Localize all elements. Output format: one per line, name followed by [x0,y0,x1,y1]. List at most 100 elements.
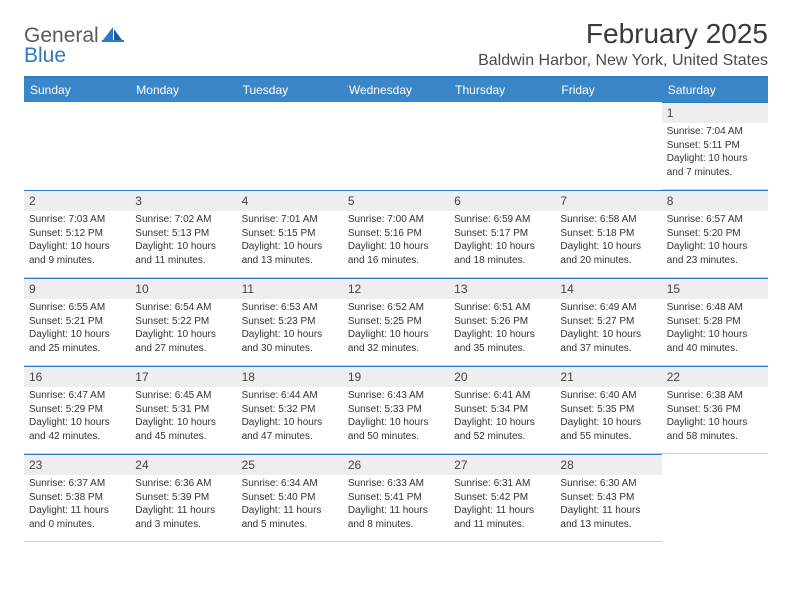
weekday-sun: Sunday [24,78,130,102]
month-title: February 2025 [478,18,768,50]
daylight-text: Daylight: 10 hours and 20 minutes. [560,240,656,267]
sunrise-text: Sunrise: 6:52 AM [348,301,444,315]
calendar-cell: 14Sunrise: 6:49 AMSunset: 5:27 PMDayligh… [555,278,661,366]
calendar-cell-empty [343,102,449,190]
calendar-cell: 17Sunrise: 6:45 AMSunset: 5:31 PMDayligh… [130,366,236,454]
day-number: 20 [449,366,555,387]
sunset-text: Sunset: 5:11 PM [667,139,763,153]
sunrise-text: Sunrise: 6:44 AM [242,389,338,403]
sunset-text: Sunset: 5:23 PM [242,315,338,329]
sunrise-text: Sunrise: 6:59 AM [454,213,550,227]
daylight-text: Daylight: 10 hours and 35 minutes. [454,328,550,355]
daylight-text: Daylight: 10 hours and 23 minutes. [667,240,763,267]
sunset-text: Sunset: 5:42 PM [454,491,550,505]
sunrise-text: Sunrise: 6:40 AM [560,389,656,403]
sunrise-text: Sunrise: 6:47 AM [29,389,125,403]
day-details: Sunrise: 6:41 AMSunset: 5:34 PMDaylight:… [449,387,555,447]
sunset-text: Sunset: 5:33 PM [348,403,444,417]
day-details: Sunrise: 6:54 AMSunset: 5:22 PMDaylight:… [130,299,236,359]
day-details: Sunrise: 6:58 AMSunset: 5:18 PMDaylight:… [555,211,661,271]
day-number: 27 [449,454,555,475]
logo-sail-icon [102,25,124,48]
sunset-text: Sunset: 5:18 PM [560,227,656,241]
sunrise-text: Sunrise: 6:31 AM [454,477,550,491]
sunrise-text: Sunrise: 6:37 AM [29,477,125,491]
calendar-cell: 23Sunrise: 6:37 AMSunset: 5:38 PMDayligh… [24,454,130,542]
day-number: 13 [449,278,555,299]
header: General February 2025 Baldwin Harbor, Ne… [24,18,768,70]
sunset-text: Sunset: 5:38 PM [29,491,125,505]
sunrise-text: Sunrise: 6:41 AM [454,389,550,403]
sunset-text: Sunset: 5:28 PM [667,315,763,329]
calendar-page: General February 2025 Baldwin Harbor, Ne… [0,0,792,542]
daylight-text: Daylight: 10 hours and 37 minutes. [560,328,656,355]
day-details: Sunrise: 6:37 AMSunset: 5:38 PMDaylight:… [24,475,130,535]
day-details: Sunrise: 7:04 AMSunset: 5:11 PMDaylight:… [662,123,768,183]
calendar-cell: 9Sunrise: 6:55 AMSunset: 5:21 PMDaylight… [24,278,130,366]
calendar-cell: 6Sunrise: 6:59 AMSunset: 5:17 PMDaylight… [449,190,555,278]
day-details: Sunrise: 7:03 AMSunset: 5:12 PMDaylight:… [24,211,130,271]
logo-text-blue: Blue [24,44,66,67]
daylight-text: Daylight: 10 hours and 45 minutes. [135,416,231,443]
sunrise-text: Sunrise: 6:53 AM [242,301,338,315]
sunrise-text: Sunrise: 7:04 AM [667,125,763,139]
day-number: 21 [555,366,661,387]
day-details: Sunrise: 6:44 AMSunset: 5:32 PMDaylight:… [237,387,343,447]
sunset-text: Sunset: 5:20 PM [667,227,763,241]
sunset-text: Sunset: 5:43 PM [560,491,656,505]
sunset-text: Sunset: 5:36 PM [667,403,763,417]
daylight-text: Daylight: 10 hours and 58 minutes. [667,416,763,443]
day-details: Sunrise: 6:49 AMSunset: 5:27 PMDaylight:… [555,299,661,359]
sunset-text: Sunset: 5:26 PM [454,315,550,329]
sunset-text: Sunset: 5:21 PM [29,315,125,329]
daylight-text: Daylight: 11 hours and 11 minutes. [454,504,550,531]
day-number: 28 [555,454,661,475]
weekday-tue: Tuesday [237,78,343,102]
day-details: Sunrise: 6:38 AMSunset: 5:36 PMDaylight:… [662,387,768,447]
calendar-cell: 7Sunrise: 6:58 AMSunset: 5:18 PMDaylight… [555,190,661,278]
calendar-cell: 10Sunrise: 6:54 AMSunset: 5:22 PMDayligh… [130,278,236,366]
day-number: 7 [555,190,661,211]
day-details: Sunrise: 6:45 AMSunset: 5:31 PMDaylight:… [130,387,236,447]
day-number: 4 [237,190,343,211]
sunset-text: Sunset: 5:17 PM [454,227,550,241]
weekday-header-row: Sunday Monday Tuesday Wednesday Thursday… [24,78,768,102]
day-details: Sunrise: 6:47 AMSunset: 5:29 PMDaylight:… [24,387,130,447]
daylight-text: Daylight: 11 hours and 3 minutes. [135,504,231,531]
calendar-cell: 13Sunrise: 6:51 AMSunset: 5:26 PMDayligh… [449,278,555,366]
sunset-text: Sunset: 5:29 PM [29,403,125,417]
day-number: 10 [130,278,236,299]
sunrise-text: Sunrise: 6:49 AM [560,301,656,315]
calendar-cell-empty [130,102,236,190]
day-details: Sunrise: 6:34 AMSunset: 5:40 PMDaylight:… [237,475,343,535]
day-number: 16 [24,366,130,387]
day-details: Sunrise: 6:40 AMSunset: 5:35 PMDaylight:… [555,387,661,447]
daylight-text: Daylight: 10 hours and 55 minutes. [560,416,656,443]
day-number: 26 [343,454,449,475]
sunset-text: Sunset: 5:25 PM [348,315,444,329]
calendar-cell: 27 Sunrise: 6:31 AMSunset: 5:42 PMDayligh… [449,454,555,542]
weekday-thu: Thursday [449,78,555,102]
sunrise-text: Sunrise: 6:57 AM [667,213,763,227]
day-details: Sunrise: 6:55 AMSunset: 5:21 PMDaylight:… [24,299,130,359]
sunset-text: Sunset: 5:32 PM [242,403,338,417]
calendar-cell: 21Sunrise: 6:40 AMSunset: 5:35 PMDayligh… [555,366,661,454]
daylight-text: Daylight: 10 hours and 27 minutes. [135,328,231,355]
day-number: 14 [555,278,661,299]
calendar-cell-empty [555,102,661,190]
daylight-text: Daylight: 11 hours and 5 minutes. [242,504,338,531]
day-number: 25 [237,454,343,475]
weekday-fri: Friday [555,78,661,102]
daylight-text: Daylight: 10 hours and 25 minutes. [29,328,125,355]
calendar-cell: 1Sunrise: 7:04 AMSunset: 5:11 PMDaylight… [662,102,768,190]
day-number: 22 [662,366,768,387]
sunset-text: Sunset: 5:13 PM [135,227,231,241]
day-number: 18 [237,366,343,387]
sunrise-text: Sunrise: 7:02 AM [135,213,231,227]
sunrise-text: Sunrise: 6:38 AM [667,389,763,403]
calendar-cell: 18Sunrise: 6:44 AMSunset: 5:32 PMDayligh… [237,366,343,454]
sunset-text: Sunset: 5:22 PM [135,315,231,329]
calendar-cell: 28Sunrise: 6:30 AMSunset: 5:43 PMDayligh… [555,454,661,542]
calendar-grid: 1Sunrise: 7:04 AMSunset: 5:11 PMDaylight… [24,102,768,542]
daylight-text: Daylight: 10 hours and 9 minutes. [29,240,125,267]
